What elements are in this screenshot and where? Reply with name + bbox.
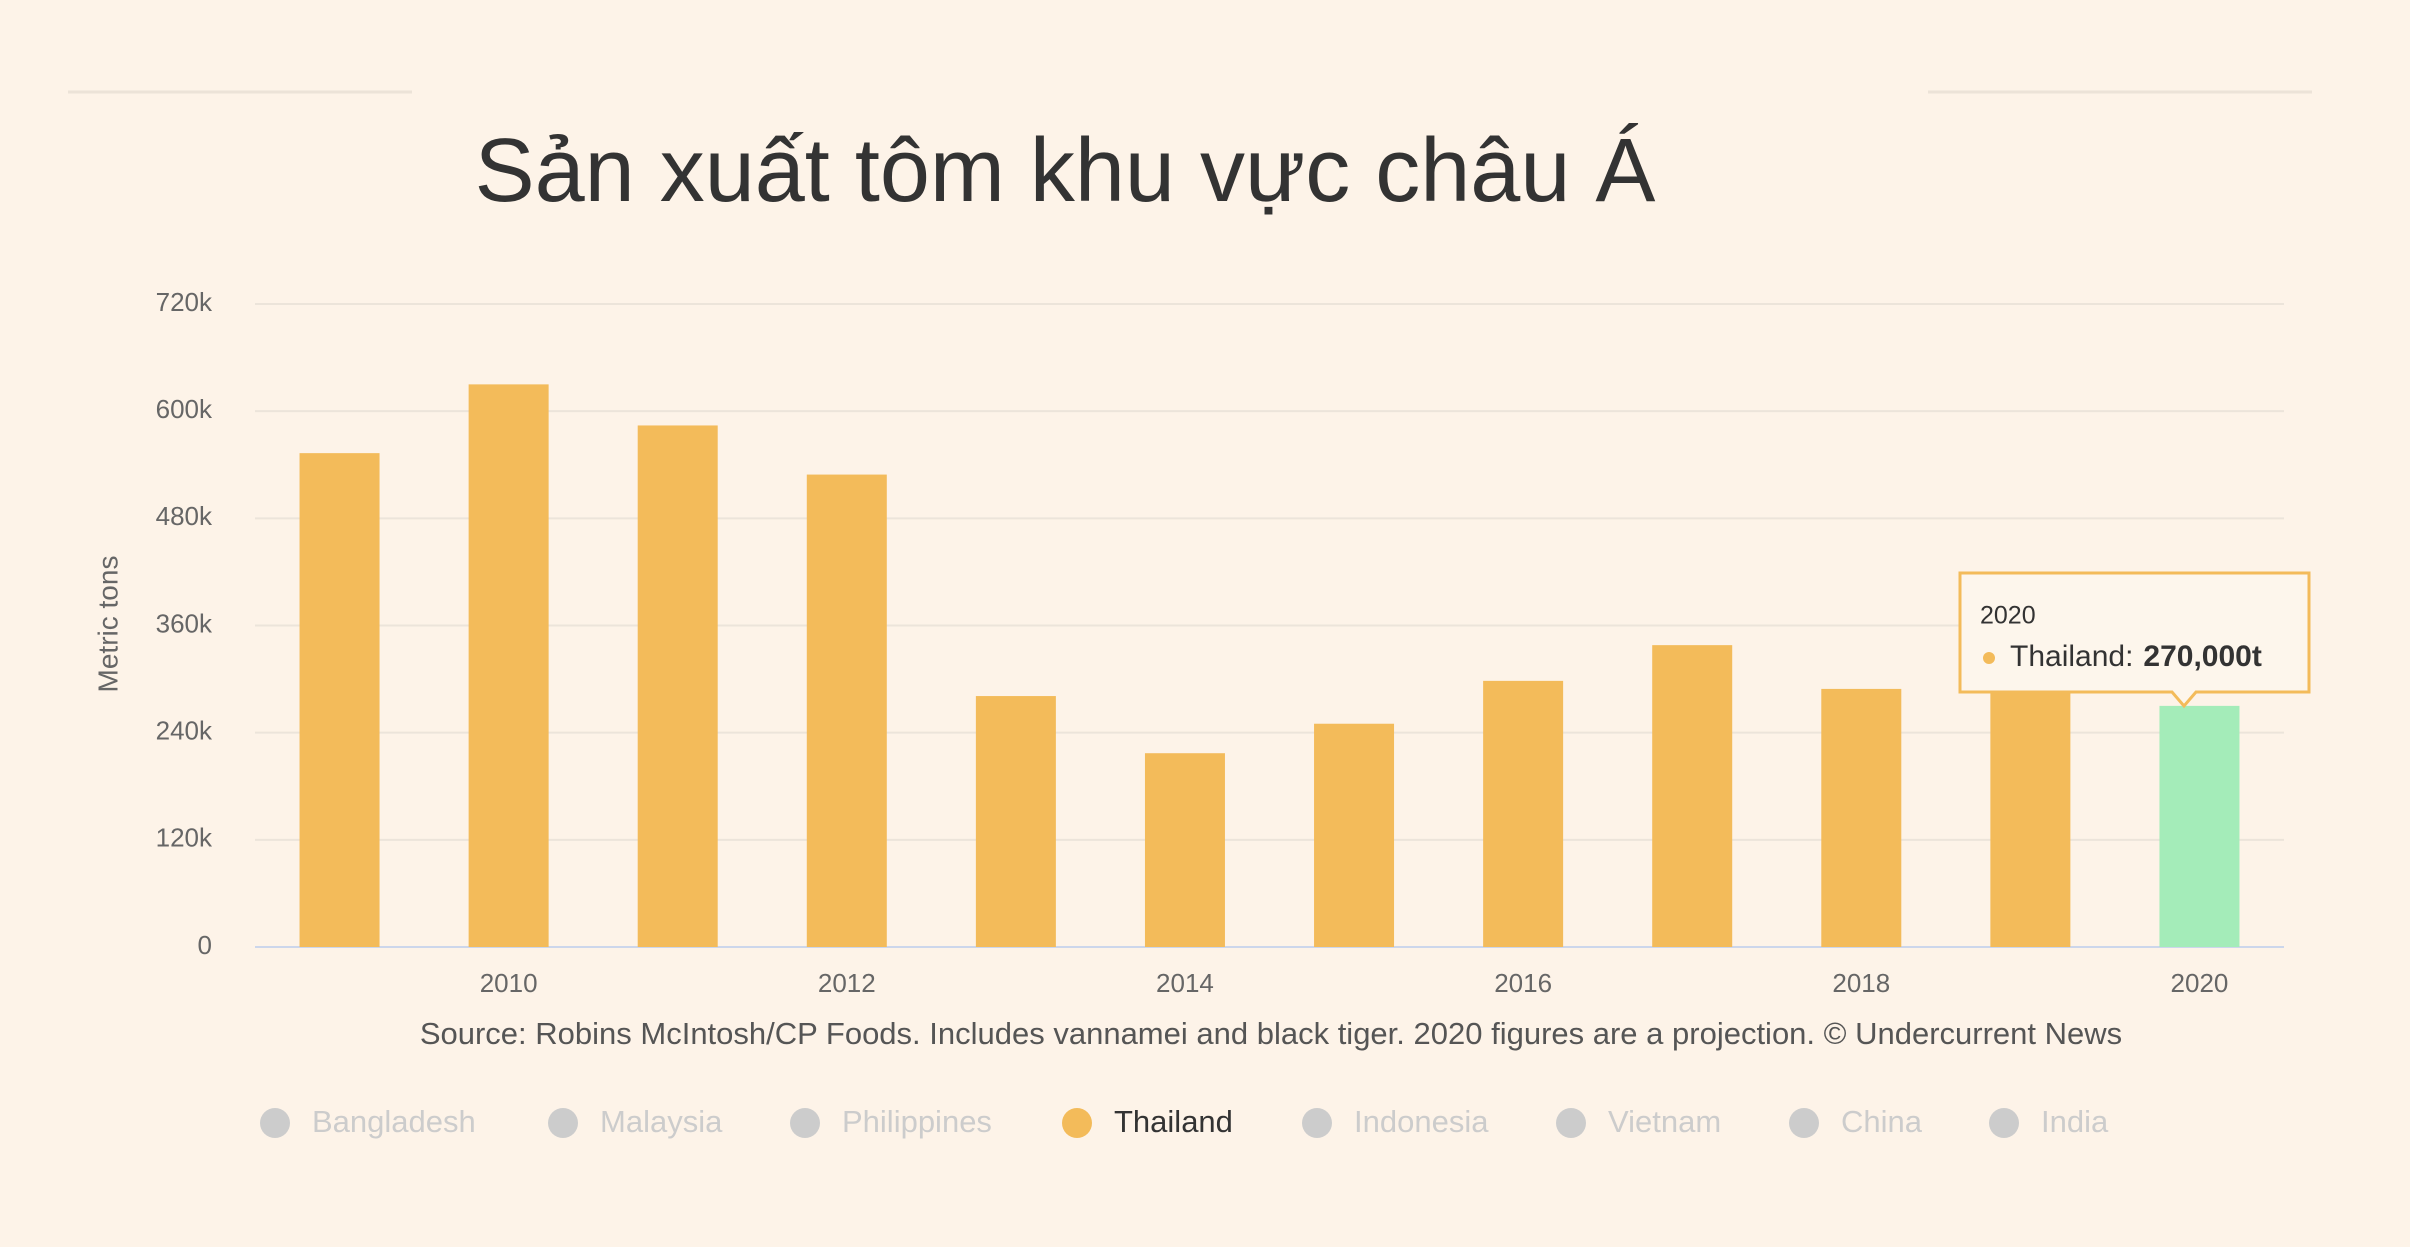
y-tick-label: 480k — [156, 501, 213, 531]
x-tick-label: 2018 — [1832, 968, 1890, 998]
x-tick-label: 2016 — [1494, 968, 1552, 998]
legend-label: Vietnam — [1608, 1104, 1721, 1139]
legend-marker — [260, 1108, 290, 1138]
legend-marker — [1789, 1108, 1819, 1138]
bar — [468, 384, 549, 947]
y-tick-label: 600k — [156, 394, 213, 424]
legend-marker — [790, 1108, 820, 1138]
legend-label: Thailand — [1114, 1104, 1233, 1139]
y-tick-label: 720k — [156, 287, 213, 317]
tooltip: 2020 Thailand: 270,000t — [1958, 571, 2311, 709]
x-tick-label: 2020 — [2171, 968, 2229, 998]
legend-label: Bangladesh — [312, 1104, 476, 1139]
legend-marker — [548, 1108, 578, 1138]
x-tick-label: 2010 — [480, 968, 538, 998]
legend-marker — [1989, 1108, 2019, 1138]
legend-label: Philippines — [842, 1104, 992, 1139]
chart-title: Sản xuất tôm khu vực châu Á — [475, 121, 1656, 221]
bar — [299, 453, 380, 947]
source-note: Source: Robins McIntosh/CP Foods. Includ… — [420, 1016, 2122, 1051]
bar — [637, 425, 718, 947]
legend-label: Indonesia — [1354, 1104, 1489, 1139]
legend-marker — [1062, 1108, 1092, 1138]
legend-item: Bangladesh — [260, 1104, 476, 1139]
legend-item: Philippines — [790, 1104, 992, 1139]
y-tick-label: 0 — [198, 930, 212, 960]
bar — [1821, 688, 1902, 947]
legend-item: Malaysia — [548, 1104, 723, 1139]
y-tick-label: 120k — [156, 823, 213, 853]
bar — [806, 474, 887, 947]
legend-item: China — [1789, 1104, 1923, 1139]
bar — [1144, 753, 1225, 947]
bar — [2159, 705, 2240, 947]
legend-label: Malaysia — [600, 1104, 723, 1139]
legend-item: Vietnam — [1556, 1104, 1721, 1139]
tooltip-value: 270,000t — [2143, 640, 2261, 673]
legend-marker — [1556, 1108, 1586, 1138]
bar — [1990, 679, 2071, 947]
x-tick-label: 2012 — [818, 968, 876, 998]
bar — [1652, 645, 1733, 947]
tooltip-text: Thailand: 270,000t — [2010, 640, 2262, 673]
bar — [975, 696, 1056, 947]
tooltip-label: Thailand: — [2010, 640, 2133, 673]
legend-label: India — [2041, 1104, 2109, 1139]
legend-item: Thailand — [1062, 1104, 1233, 1139]
bar — [1483, 680, 1564, 947]
y-tick-label: 240k — [156, 716, 213, 746]
y-tick-label: 360k — [156, 608, 213, 638]
bar — [1314, 723, 1395, 947]
tooltip-header: 2020 — [1980, 602, 2036, 630]
legend-marker — [1302, 1108, 1332, 1138]
legend-item: Indonesia — [1302, 1104, 1489, 1139]
x-tick-label: 2014 — [1156, 968, 1214, 998]
legend-item: India — [1989, 1104, 2109, 1139]
tooltip-marker — [1983, 652, 1995, 664]
legend-label: China — [1841, 1104, 1923, 1139]
tooltip-box — [1958, 571, 2311, 709]
y-axis-label: Metric tons — [92, 556, 123, 693]
